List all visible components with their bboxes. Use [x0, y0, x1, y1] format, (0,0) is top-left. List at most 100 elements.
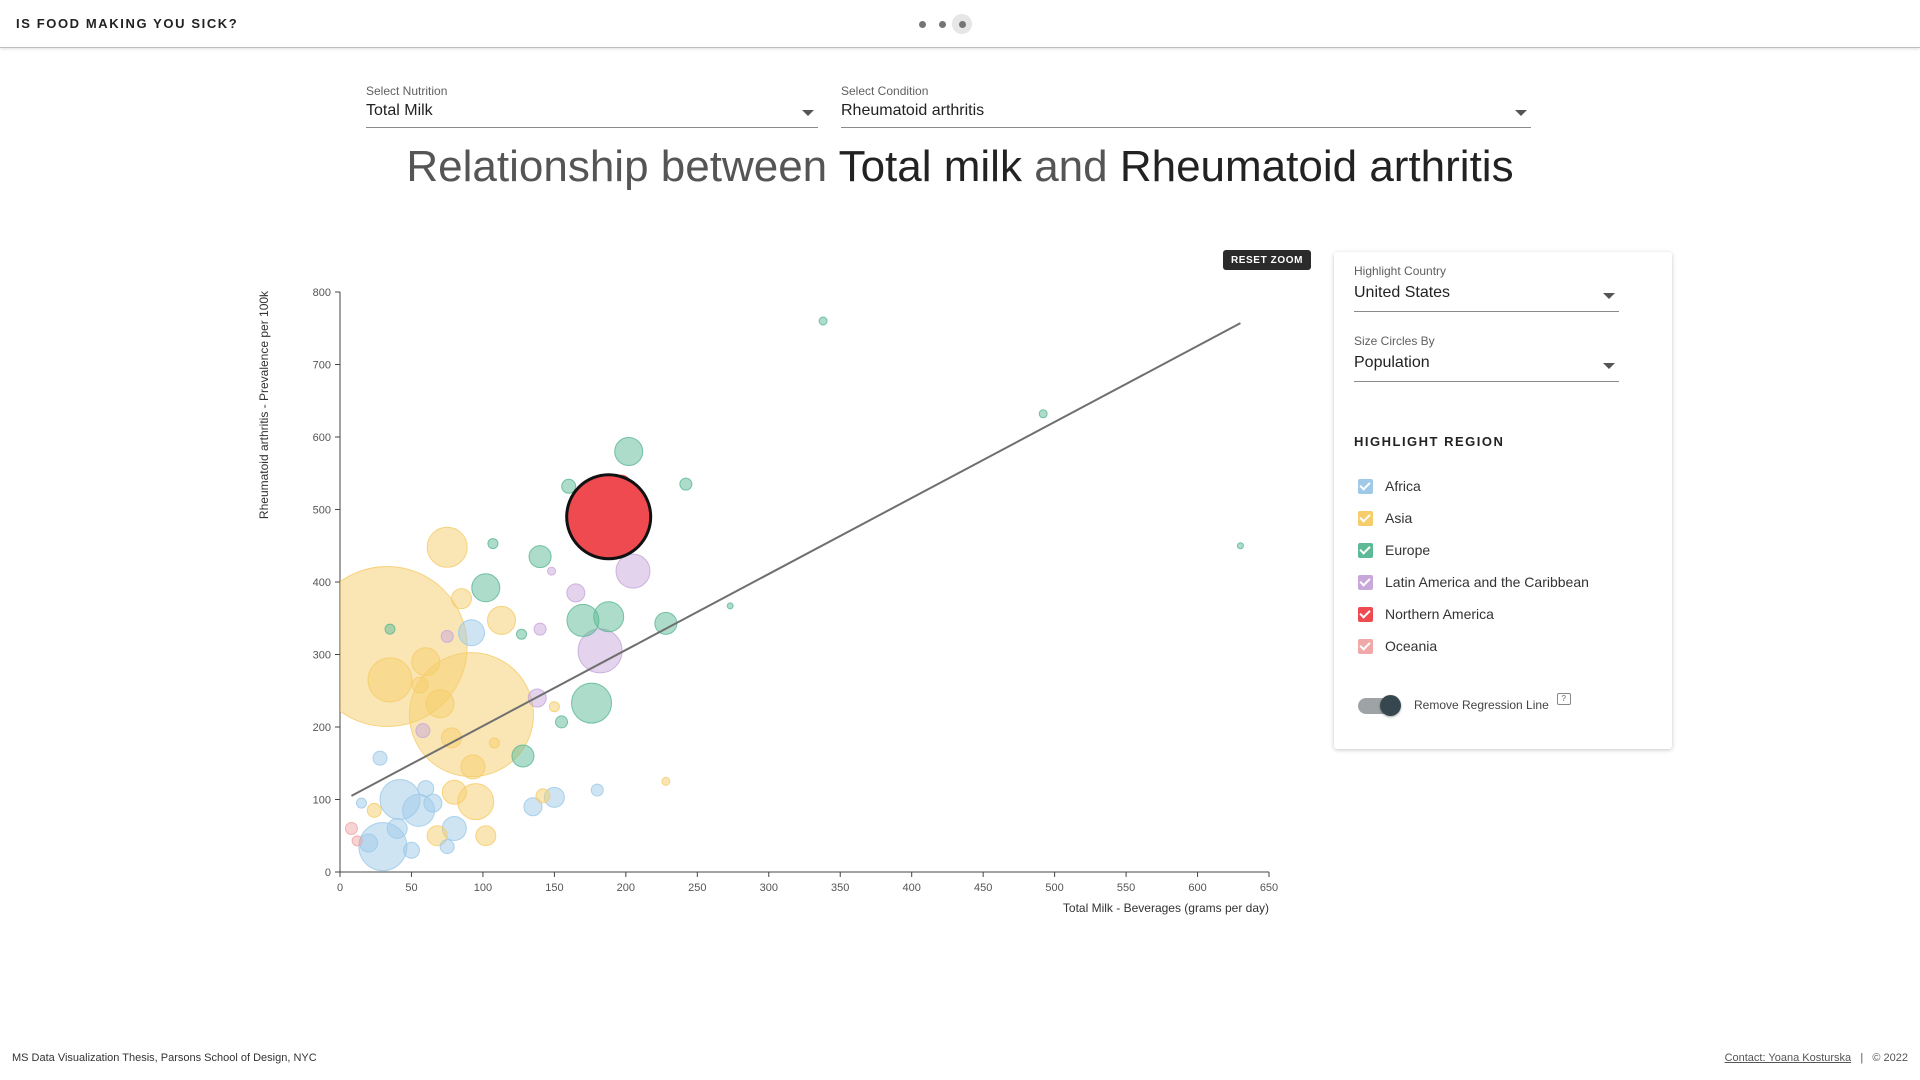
- data-point-oceania: [351, 835, 363, 847]
- contact-link[interactable]: Contact: Yoana Kosturska: [1724, 1052, 1852, 1064]
- chevron-down-icon[interactable]: [1603, 293, 1615, 299]
- data-point-europe: [818, 316, 828, 326]
- data-point-europe: [1236, 542, 1244, 550]
- x-tick-label: 200: [617, 882, 635, 894]
- region-list: Africa Asia Europe Latin America and the…: [1358, 470, 1589, 662]
- data-point-europe: [1038, 409, 1048, 419]
- region-item-africa[interactable]: Africa: [1358, 470, 1589, 502]
- size-by-select[interactable]: Size Circles By Population: [1354, 334, 1619, 382]
- data-point-europe: [571, 682, 613, 724]
- highlight-country-value[interactable]: United States: [1354, 284, 1451, 301]
- x-tick-label: 300: [760, 882, 778, 894]
- x-tick-label: 500: [1045, 882, 1063, 894]
- x-tick-label: 100: [474, 882, 492, 894]
- highlight-group: [565, 473, 653, 561]
- checkbox-checked-icon[interactable]: [1358, 542, 1373, 558]
- y-tick-label: 100: [313, 795, 331, 807]
- data-point-asia: [475, 825, 497, 847]
- data-point-europe: [516, 628, 528, 640]
- highlight-point-united-states: [565, 473, 653, 561]
- size-by-label: Size Circles By: [1354, 334, 1435, 348]
- data-point-asia: [535, 788, 551, 804]
- region-item-europe[interactable]: Europe: [1358, 534, 1589, 566]
- regression-toggle-row: Remove Regression Line ?: [1358, 692, 1571, 718]
- data-point-europe: [487, 538, 499, 550]
- region-label: Northern America: [1385, 606, 1494, 622]
- x-tick-label: 450: [974, 882, 992, 894]
- step-dot-1[interactable]: [912, 14, 932, 34]
- region-item-latin-america[interactable]: Latin America and the Caribbean: [1358, 566, 1589, 598]
- x-tick-label: 250: [688, 882, 706, 894]
- highlight-country-label: Highlight Country: [1354, 264, 1447, 278]
- data-point-europe: [384, 623, 396, 635]
- data-point-asia: [366, 802, 382, 818]
- headline-connector: and: [1034, 142, 1108, 191]
- chevron-down-icon[interactable]: [1515, 110, 1527, 116]
- checkbox-checked-icon[interactable]: [1358, 510, 1373, 526]
- region-item-oceania[interactable]: Oceania: [1358, 630, 1589, 662]
- headline-condition: Rheumatoid arthritis: [1119, 142, 1514, 191]
- region-item-asia[interactable]: Asia: [1358, 502, 1589, 534]
- data-point-asia: [548, 701, 560, 713]
- data-point-europe: [614, 437, 644, 466]
- data-point-europe: [471, 573, 501, 603]
- highlight-country-select[interactable]: Highlight Country United States: [1354, 264, 1619, 312]
- data-point-europe: [679, 477, 693, 491]
- footer-right: Contact: Yoana Kosturska | © 2022: [1725, 1052, 1908, 1064]
- y-tick-label: 300: [313, 650, 331, 662]
- y-tick-label: 700: [313, 360, 331, 372]
- regression-line: [350, 322, 1241, 797]
- data-point-asia: [367, 657, 413, 703]
- help-icon[interactable]: ?: [1556, 693, 1571, 705]
- chevron-down-icon[interactable]: [802, 110, 814, 116]
- data-point-latin-america-and-the-caribbean: [547, 566, 557, 576]
- checkbox-checked-icon[interactable]: [1358, 478, 1373, 494]
- region-item-northern-america[interactable]: Northern America: [1358, 598, 1589, 630]
- data-point-latin-america-and-the-caribbean: [533, 622, 547, 636]
- chevron-down-icon[interactable]: [1603, 363, 1615, 369]
- data-point-europe: [726, 602, 734, 610]
- nutrition-select[interactable]: Select Nutrition Total Milk: [366, 84, 818, 128]
- nutrition-select-value[interactable]: Total Milk: [366, 102, 433, 119]
- checkbox-checked-icon[interactable]: [1358, 574, 1373, 590]
- data-point-europe: [528, 545, 552, 569]
- scatter-chart[interactable]: 0 100 200 300 400 500 600 700 800 0 50 100 150 200 250…: [250, 280, 1290, 920]
- data-point-asia: [411, 647, 441, 677]
- y-tick-label: 600: [313, 432, 331, 444]
- regression-toggle[interactable]: [1358, 695, 1402, 716]
- step-dot-3[interactable]: [952, 14, 972, 34]
- data-point-asia: [488, 737, 500, 749]
- checkbox-checked-icon[interactable]: [1358, 638, 1373, 654]
- region-label: Oceania: [1385, 638, 1438, 654]
- reset-zoom-button[interactable]: RESET ZOOM: [1223, 250, 1311, 270]
- y-tick-label: 400: [313, 577, 331, 589]
- region-label: Europe: [1385, 542, 1431, 558]
- y-tick-label: 200: [313, 722, 331, 734]
- x-axis-label: Total Milk - Beverages (grams per day): [1063, 901, 1269, 915]
- data-point-africa: [372, 750, 388, 766]
- data-point-africa: [523, 797, 543, 817]
- data-point-asia: [411, 676, 429, 694]
- data-point-africa: [590, 783, 604, 797]
- data-point-asia: [425, 689, 455, 719]
- condition-select-value[interactable]: Rheumatoid arthritis: [841, 102, 985, 119]
- nutrition-select-label: Select Nutrition: [366, 84, 448, 98]
- condition-select[interactable]: Select Condition Rheumatoid arthritis: [841, 84, 1531, 128]
- x-tick-label: 550: [1117, 882, 1135, 894]
- data-point-africa: [402, 841, 420, 859]
- regression-line-group: [350, 322, 1241, 797]
- x-tick-label: 350: [831, 882, 849, 894]
- condition-select-label: Select Condition: [841, 84, 929, 98]
- region-label: Latin America and the Caribbean: [1385, 574, 1589, 590]
- x-tick-label: 50: [405, 882, 417, 894]
- checkbox-checked-icon[interactable]: [1358, 606, 1373, 622]
- toggle-knob[interactable]: [1380, 695, 1401, 716]
- x-tick-label: 600: [1188, 882, 1206, 894]
- x-tick-label: 650: [1260, 882, 1278, 894]
- size-by-value[interactable]: Population: [1354, 354, 1430, 371]
- app-title: IS FOOD MAKING YOU SICK?: [16, 16, 239, 31]
- step-dot-2[interactable]: [932, 14, 952, 34]
- data-point-asia: [441, 779, 467, 805]
- page-stepper: [912, 14, 972, 34]
- y-axis-label: Rheumatoid arthritis - Prevalence per 10…: [257, 290, 271, 519]
